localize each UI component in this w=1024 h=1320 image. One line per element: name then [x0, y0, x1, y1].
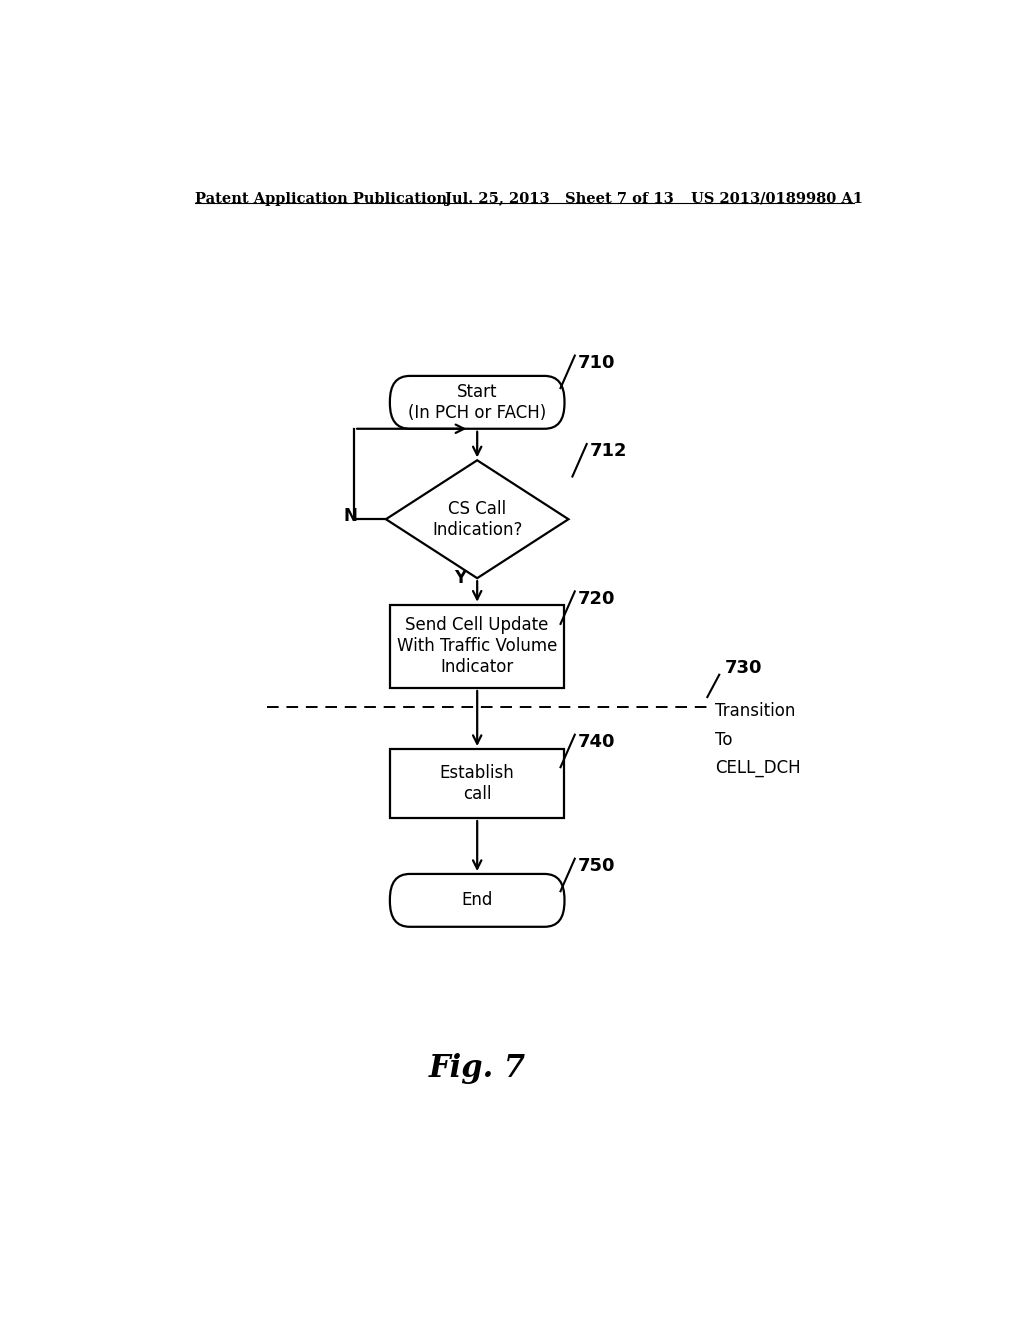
Text: 710: 710 [578, 354, 615, 372]
Text: To: To [715, 731, 733, 748]
Text: 712: 712 [590, 442, 628, 461]
Polygon shape [386, 461, 568, 578]
Text: 730: 730 [725, 659, 762, 677]
FancyBboxPatch shape [390, 874, 564, 927]
Text: Transition: Transition [715, 702, 796, 721]
Text: Jul. 25, 2013   Sheet 7 of 13: Jul. 25, 2013 Sheet 7 of 13 [445, 191, 674, 206]
Text: End: End [462, 891, 493, 909]
Text: N: N [344, 507, 357, 525]
FancyBboxPatch shape [390, 605, 564, 688]
FancyBboxPatch shape [390, 376, 564, 429]
Text: Fig. 7: Fig. 7 [429, 1052, 525, 1084]
Text: CS Call
Indication?: CS Call Indication? [432, 500, 522, 539]
Text: 720: 720 [578, 590, 615, 607]
Text: Y: Y [454, 569, 466, 587]
Text: 740: 740 [578, 733, 615, 751]
Text: US 2013/0189980 A1: US 2013/0189980 A1 [691, 191, 863, 206]
Text: Start
(In PCH or FACH): Start (In PCH or FACH) [408, 383, 547, 421]
Text: Send Cell Update
With Traffic Volume
Indicator: Send Cell Update With Traffic Volume Ind… [397, 616, 557, 676]
Text: 750: 750 [578, 857, 615, 875]
Text: CELL_DCH: CELL_DCH [715, 759, 801, 777]
Text: Establish
call: Establish call [440, 764, 514, 803]
Text: Patent Application Publication: Patent Application Publication [196, 191, 447, 206]
FancyBboxPatch shape [390, 748, 564, 818]
